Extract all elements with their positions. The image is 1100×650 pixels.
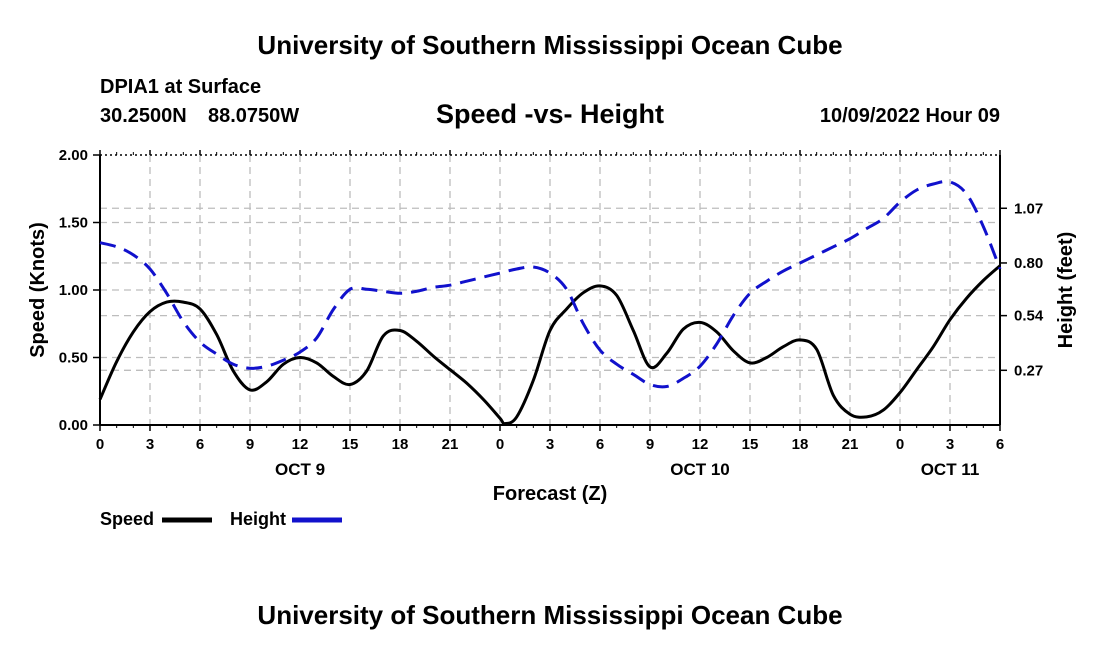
x-tick-label: 0 — [896, 436, 904, 453]
series — [98, 179, 1002, 426]
y-tick-label: 1.00 — [59, 282, 88, 299]
report-title: University of Southern Mississippi Ocean… — [257, 30, 843, 60]
station-lon: 88.0750W — [208, 105, 300, 127]
x-tick-label: 6 — [196, 436, 204, 453]
x-tick-label: 12 — [292, 436, 309, 453]
x-tick-label: 6 — [996, 436, 1004, 453]
y2-tick-label: 0.27 — [1014, 362, 1043, 379]
y-axis-label: Speed (Knots) — [27, 222, 49, 358]
y-tick-label: 0.50 — [59, 350, 88, 367]
axes: 0 3 6 9 12 15 18 21 0 3 6 9 12 15 18 21 0 3 6 OCT 9 OCT 10 OC… — [59, 147, 1044, 479]
x-tick-label: 21 — [442, 436, 459, 453]
x-tick-label: 9 — [246, 436, 254, 453]
x-tick-label: 0 — [96, 436, 104, 453]
footer-title: University of Southern Mississippi Ocean… — [257, 600, 843, 630]
day-label: OCT 9 — [275, 460, 325, 479]
y-tick-label: 1.50 — [59, 215, 88, 232]
x-tick-label: 18 — [792, 436, 809, 453]
day-label: OCT 10 — [670, 460, 730, 479]
day-label: OCT 11 — [921, 460, 980, 479]
axis-labels: Forecast (Z) Speed (Knots) Height (feet) — [27, 222, 1077, 505]
y-tick-label: 0.00 — [59, 417, 88, 434]
x-tick-label: 3 — [946, 436, 954, 453]
series-line-height — [99, 179, 1002, 389]
y2-tick-label: 0.80 — [1014, 255, 1043, 272]
x-tick-label: 3 — [546, 436, 554, 453]
legend-height-label: Height — [230, 509, 286, 529]
y-tick-label: 2.00 — [59, 147, 88, 164]
x-tick-label: 9 — [646, 436, 654, 453]
x-tick-label: 21 — [842, 436, 859, 453]
x-tick-label: 3 — [146, 436, 154, 453]
x-tick-label: 18 — [392, 436, 409, 453]
y2-tick-label: 1.07 — [1014, 200, 1043, 217]
x-tick-label: 12 — [692, 436, 709, 453]
legend-speed-label: Speed — [100, 509, 154, 529]
x-tick-label: 0 — [496, 436, 504, 453]
y2-axis-label: Height (feet) — [1055, 232, 1077, 349]
x-tick-label: 15 — [742, 436, 759, 453]
forecast-date: 10/09/2022 Hour 09 — [819, 105, 1000, 127]
station-name: DPIA1 at Surface — [100, 76, 262, 98]
x-tick-label: 15 — [342, 436, 359, 453]
x-tick-label: 6 — [596, 436, 604, 453]
grid — [100, 155, 1000, 425]
chart-title: Speed -vs- Height — [435, 99, 665, 129]
station-lat: 30.2500N — [100, 105, 187, 127]
series-line-speed — [98, 264, 1001, 426]
y2-tick-label: 0.54 — [1014, 308, 1044, 325]
legend: Speed Height — [100, 509, 342, 529]
x-axis-label: Forecast (Z) — [493, 483, 607, 505]
